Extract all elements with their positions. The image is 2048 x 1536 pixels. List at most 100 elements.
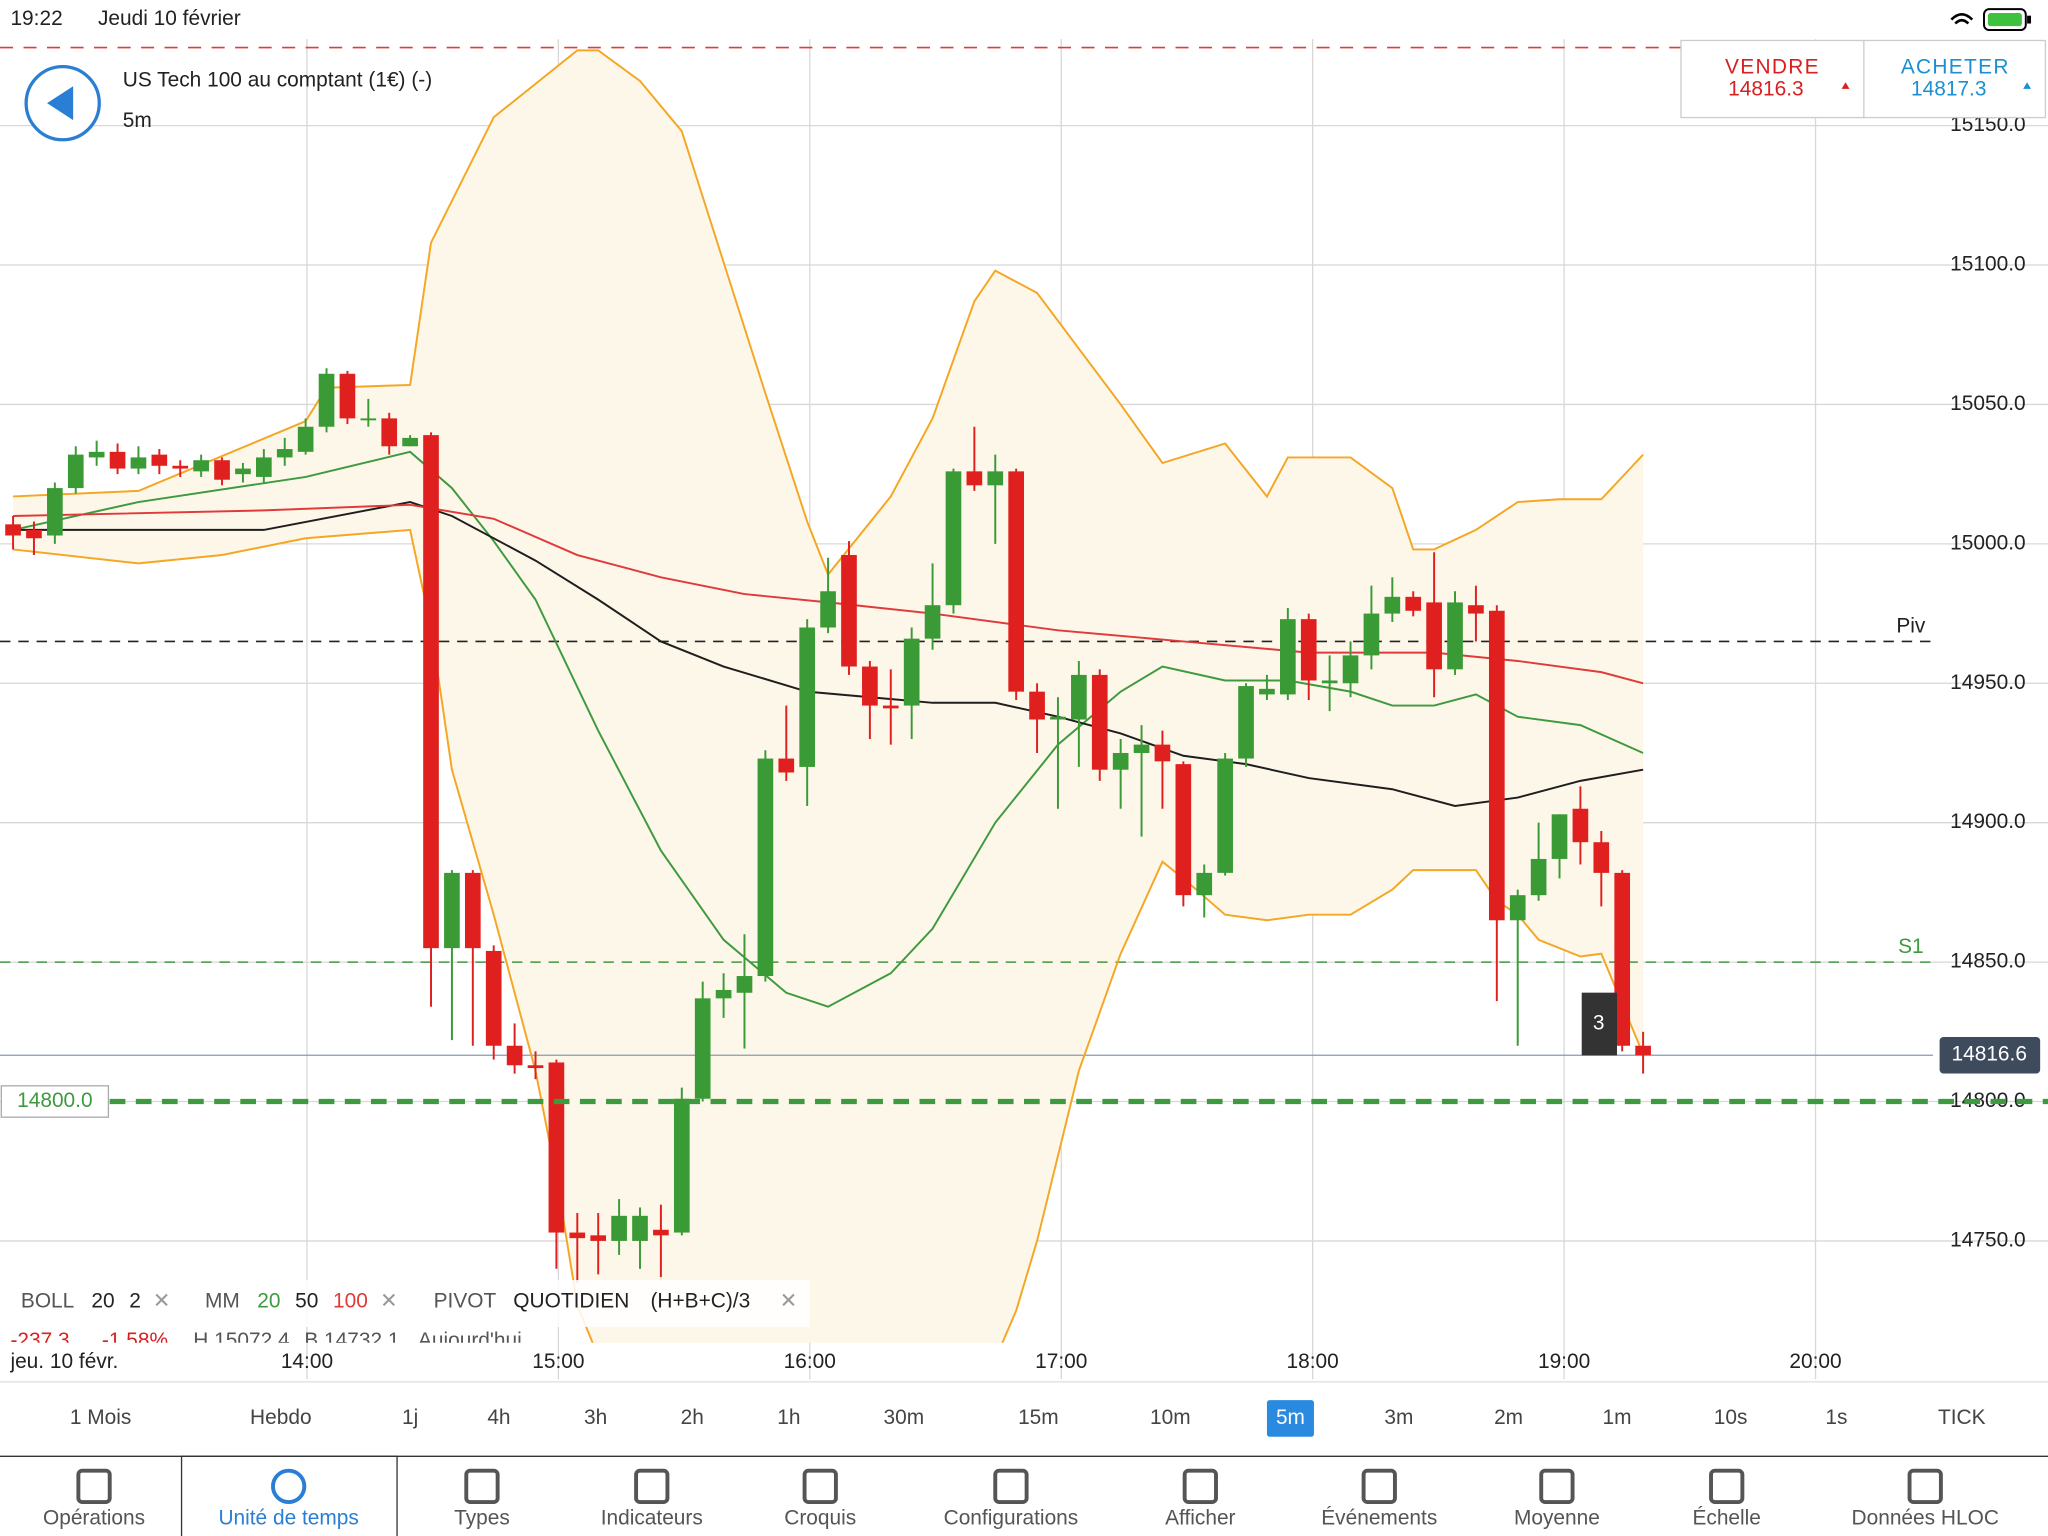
candle-body [1029, 691, 1045, 720]
y-tick-label: 15000.0 [1950, 531, 2025, 554]
sell-button[interactable]: VENDRE 14816.3 [1725, 55, 1850, 101]
candle-body [1405, 596, 1422, 611]
back-button[interactable] [24, 64, 101, 142]
candle-body [109, 451, 126, 469]
tab-label[interactable]: Croquis [784, 1507, 856, 1530]
boll-label: BOLL [21, 1290, 74, 1313]
timeframe-label[interactable]: 1m [1602, 1406, 1631, 1429]
timeframe-label[interactable]: Hebdo [250, 1406, 312, 1429]
candle-body [1593, 842, 1610, 873]
tab-label[interactable]: Unité de temps [218, 1507, 358, 1530]
pivot-label: PIVOT [434, 1290, 497, 1313]
candle-body [235, 468, 251, 475]
timeframe-label[interactable]: TICK [1938, 1406, 1986, 1429]
tab[interactable]: Opérations [43, 1468, 145, 1530]
order-label[interactable]: 14800.0 [17, 1089, 92, 1112]
tab-label[interactable]: Échelle [1692, 1507, 1760, 1530]
x-tick-label: 17:00 [1035, 1350, 1087, 1373]
timeframe-button[interactable]: 1h [777, 1406, 800, 1429]
candle-body [1426, 602, 1442, 670]
candle-body [862, 666, 878, 706]
tab-label[interactable]: Indicateurs [601, 1507, 703, 1530]
stat: Aujourd'hui [418, 1329, 522, 1352]
timeframe-label[interactable]: 1s [1825, 1406, 1847, 1429]
mm-period: 100 [333, 1290, 368, 1313]
timeframe-label[interactable]: 4h [487, 1406, 510, 1429]
timeframe-button[interactable]: 10m [1150, 1406, 1191, 1429]
tab[interactable]: Événements [1321, 1468, 1437, 1530]
timeframe-button[interactable]: 30m [884, 1406, 925, 1429]
tab[interactable]: Afficher [1165, 1468, 1236, 1530]
tab-label[interactable]: Types [454, 1507, 510, 1530]
timeframe-label[interactable]: 2h [681, 1406, 704, 1429]
timeframe-button[interactable]: 1s [1825, 1406, 1847, 1429]
pivot-period: QUOTIDIEN [513, 1290, 629, 1313]
candle-body [527, 1065, 544, 1069]
tab-label[interactable]: Afficher [1165, 1507, 1235, 1530]
timeframe-label[interactable]: 30m [884, 1406, 925, 1429]
candle-body [1572, 808, 1589, 843]
candle-body [694, 998, 711, 1099]
timeframe-label[interactable]: 5m [1276, 1406, 1305, 1429]
timeframe-button[interactable]: 3m [1384, 1406, 1413, 1429]
timeframe-button[interactable]: Hebdo [250, 1406, 312, 1429]
timeframe-label[interactable]: 3h [584, 1406, 607, 1429]
y-tick-label: 15150.0 [1950, 113, 2025, 136]
timeframe-button[interactable]: 1j [402, 1406, 418, 1429]
candle-body [297, 426, 314, 452]
overlay-line [12, 450, 1644, 1008]
candle-body [632, 1215, 648, 1241]
timeframe-label[interactable]: 10s [1714, 1406, 1748, 1429]
timeframe-label[interactable]: 10m [1150, 1406, 1191, 1429]
timeframe-label[interactable]: 1 Mois [70, 1406, 131, 1429]
candle-body [757, 758, 774, 977]
candle-body [1175, 764, 1192, 896]
tab-label[interactable]: Configurations [944, 1507, 1079, 1530]
candle-body [26, 529, 42, 539]
timeframe-label[interactable]: 3m [1384, 1406, 1413, 1429]
timeframe-button[interactable]: 10s [1714, 1406, 1748, 1429]
timeframe-button[interactable]: 2h [681, 1406, 704, 1429]
timeframe-button[interactable]: 2m [1494, 1406, 1523, 1429]
candle-body [903, 638, 920, 706]
candle-body [130, 457, 147, 469]
tab[interactable]: Croquis [784, 1468, 856, 1530]
tab[interactable]: Indicateurs [601, 1468, 703, 1530]
timeframe-label[interactable]: 2m [1494, 1406, 1523, 1429]
sell-price: 14816.3 [1728, 78, 1803, 101]
timeframe-label[interactable]: 1h [777, 1406, 800, 1429]
order-label-box [0, 1085, 110, 1118]
tab[interactable]: Configurations [944, 1468, 1079, 1530]
timeframe-button[interactable]: 15m [1018, 1406, 1059, 1429]
tab-label[interactable]: Opérations [43, 1507, 145, 1530]
tab[interactable]: Unité de temps [180, 1455, 398, 1536]
tab-icon [993, 1468, 1029, 1504]
tab-label[interactable]: Moyenne [1514, 1507, 1600, 1530]
remove-boll[interactable]: ✕ [153, 1290, 171, 1313]
remove-mm[interactable]: ✕ [380, 1290, 398, 1313]
tab[interactable]: Données HLOC [1852, 1468, 1999, 1530]
candle-body [444, 872, 460, 949]
buy-label: ACHETER [1901, 55, 2010, 78]
timeframe-label[interactable]: 15m [1018, 1406, 1059, 1429]
tab[interactable]: Échelle [1692, 1468, 1761, 1530]
timeframe-button[interactable]: 1 Mois [70, 1406, 131, 1429]
tab[interactable]: Moyenne [1514, 1468, 1600, 1530]
sell-label: VENDRE [1725, 55, 1820, 78]
candle-body [1468, 605, 1484, 614]
buy-button[interactable]: ACHETER 14817.3 [1901, 55, 2032, 101]
timeframe-button[interactable]: 1m [1602, 1406, 1631, 1429]
candle-body [1217, 758, 1233, 873]
candle-body [214, 460, 230, 480]
tab-label[interactable]: Données HLOC [1852, 1507, 1999, 1530]
candle-body [966, 471, 983, 486]
tab-label[interactable]: Événements [1321, 1507, 1437, 1530]
remove-pivot[interactable]: ✕ [780, 1290, 798, 1313]
timeframe-label[interactable]: 1j [402, 1406, 418, 1429]
timeframe-button[interactable]: 4h [487, 1406, 510, 1429]
timeframe-button[interactable]: TICK [1938, 1406, 1986, 1429]
candle-body [1008, 471, 1024, 692]
tab[interactable]: Types [454, 1468, 510, 1530]
timeframe-button[interactable]: 5m [1266, 1400, 1314, 1437]
timeframe-button[interactable]: 3h [584, 1406, 607, 1429]
